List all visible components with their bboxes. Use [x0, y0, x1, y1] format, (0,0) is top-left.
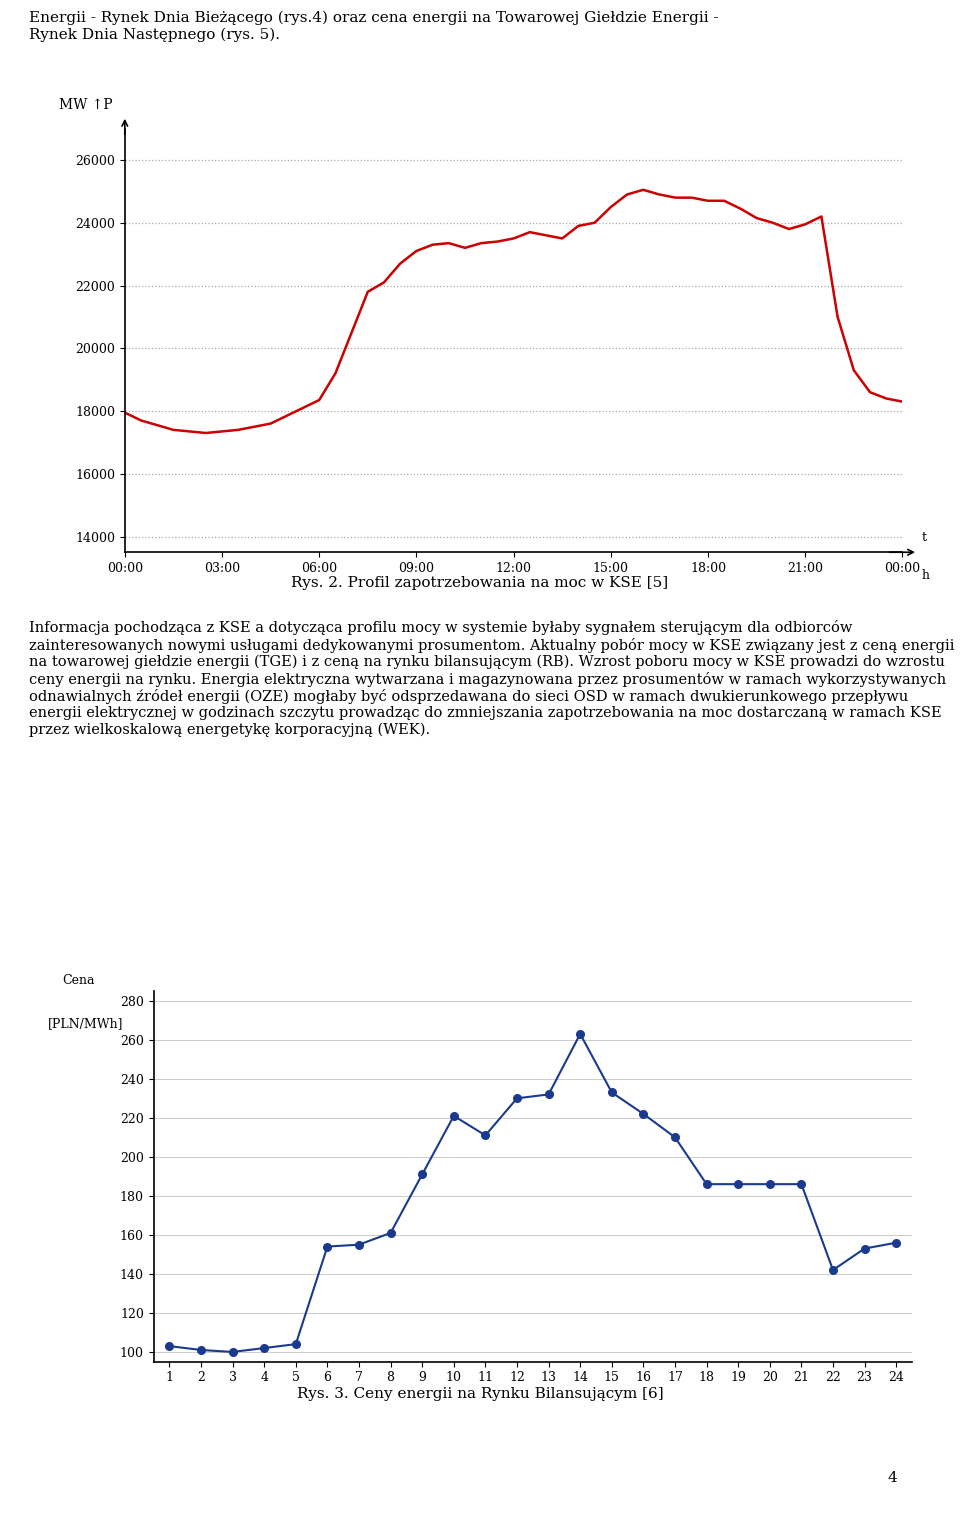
Text: Energii - Rynek Dnia Bieżącego (rys.4) oraz cena energii na Towarowej Giełdzie E: Energii - Rynek Dnia Bieżącego (rys.4) o… — [29, 11, 718, 42]
Text: MW ↑P: MW ↑P — [59, 98, 112, 112]
Text: h: h — [922, 569, 930, 583]
Text: Rys. 3. Ceny energii na Rynku Bilansującym [6]: Rys. 3. Ceny energii na Rynku Bilansując… — [297, 1387, 663, 1401]
Text: 4: 4 — [888, 1471, 898, 1486]
Text: Rys. 2. Profil zapotrzebowania na moc w KSE [5]: Rys. 2. Profil zapotrzebowania na moc w … — [292, 576, 668, 590]
Text: t: t — [922, 531, 926, 543]
Text: Cena: Cena — [62, 974, 95, 988]
Text: Informacja pochodząca z KSE a dotycząca profilu mocy w systemie byłaby sygnałem : Informacja pochodząca z KSE a dotycząca … — [29, 620, 954, 737]
Text: [PLN/MWh]: [PLN/MWh] — [47, 1017, 123, 1030]
